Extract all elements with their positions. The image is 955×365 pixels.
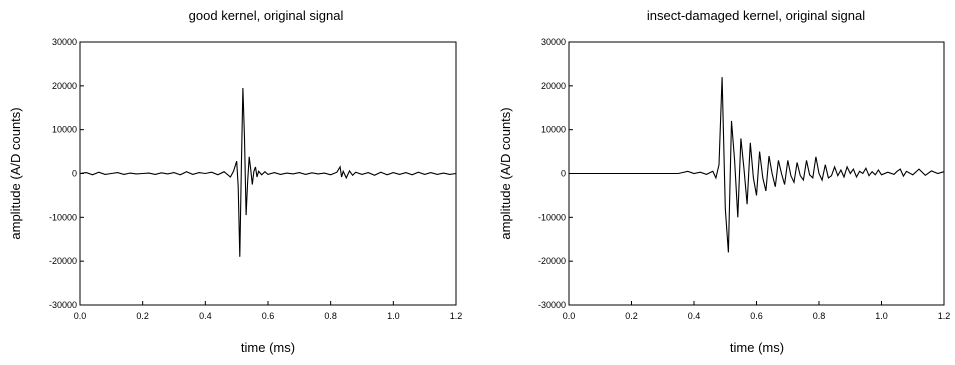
x-tick-label: 0.6 xyxy=(262,311,275,321)
y-tick-label: 20000 xyxy=(52,81,77,91)
y-axis-label: amplitude (A/D counts) xyxy=(498,107,513,239)
y-tick-label: 30000 xyxy=(52,37,77,47)
chart-panel-good-kernel: good kernel, original signal 30000 20000 1… xyxy=(0,0,480,360)
chart-title: insect-damaged kernel, original signal xyxy=(647,8,865,23)
y-tick-label: 20000 xyxy=(541,81,566,91)
y-tick-label: -10000 xyxy=(538,212,566,222)
x-axis-label: time (ms) xyxy=(730,340,784,355)
x-tick-label: 0.4 xyxy=(688,311,701,321)
x-tick-label: 0.0 xyxy=(74,311,87,321)
signal-line xyxy=(569,77,945,253)
x-tick-label: 0.8 xyxy=(813,311,826,321)
y-tick-label: 0 xyxy=(72,169,77,179)
x-axis-label: time (ms) xyxy=(241,340,295,355)
y-tick-label: 10000 xyxy=(541,125,566,135)
x-tick-label: 0.4 xyxy=(199,311,212,321)
y-tick-label: 30000 xyxy=(541,37,566,47)
chart-svg: good kernel, original signal 30000 20000 1… xyxy=(8,8,463,355)
y-tick-label: -30000 xyxy=(49,300,77,310)
chart-panel-insect-damaged-kernel: insect-damaged kernel, original signal 3… xyxy=(480,0,955,360)
y-tick-label: -20000 xyxy=(538,256,566,266)
x-tick-label: 0.6 xyxy=(750,311,763,321)
chart-svg: insect-damaged kernel, original signal 3… xyxy=(498,8,951,355)
x-tick-label: 1.0 xyxy=(875,311,888,321)
y-tick-label: -10000 xyxy=(49,212,77,222)
x-tick-label: 0.8 xyxy=(324,311,337,321)
x-tick-label: 1.2 xyxy=(450,311,463,321)
x-tick-label: 0.2 xyxy=(625,311,638,321)
y-axis-label: amplitude (A/D counts) xyxy=(8,107,23,239)
y-tick-label: 0 xyxy=(561,169,566,179)
y-tick-label: -20000 xyxy=(49,256,77,266)
signal-line xyxy=(79,87,457,257)
x-tick-label: 0.2 xyxy=(136,311,149,321)
x-tick-label: 0.0 xyxy=(563,311,576,321)
y-tick-label: 10000 xyxy=(52,125,77,135)
x-tick-label: 1.2 xyxy=(938,311,951,321)
chart-title: good kernel, original signal xyxy=(189,8,344,23)
x-tick-label: 1.0 xyxy=(387,311,400,321)
y-tick-label: -30000 xyxy=(538,300,566,310)
